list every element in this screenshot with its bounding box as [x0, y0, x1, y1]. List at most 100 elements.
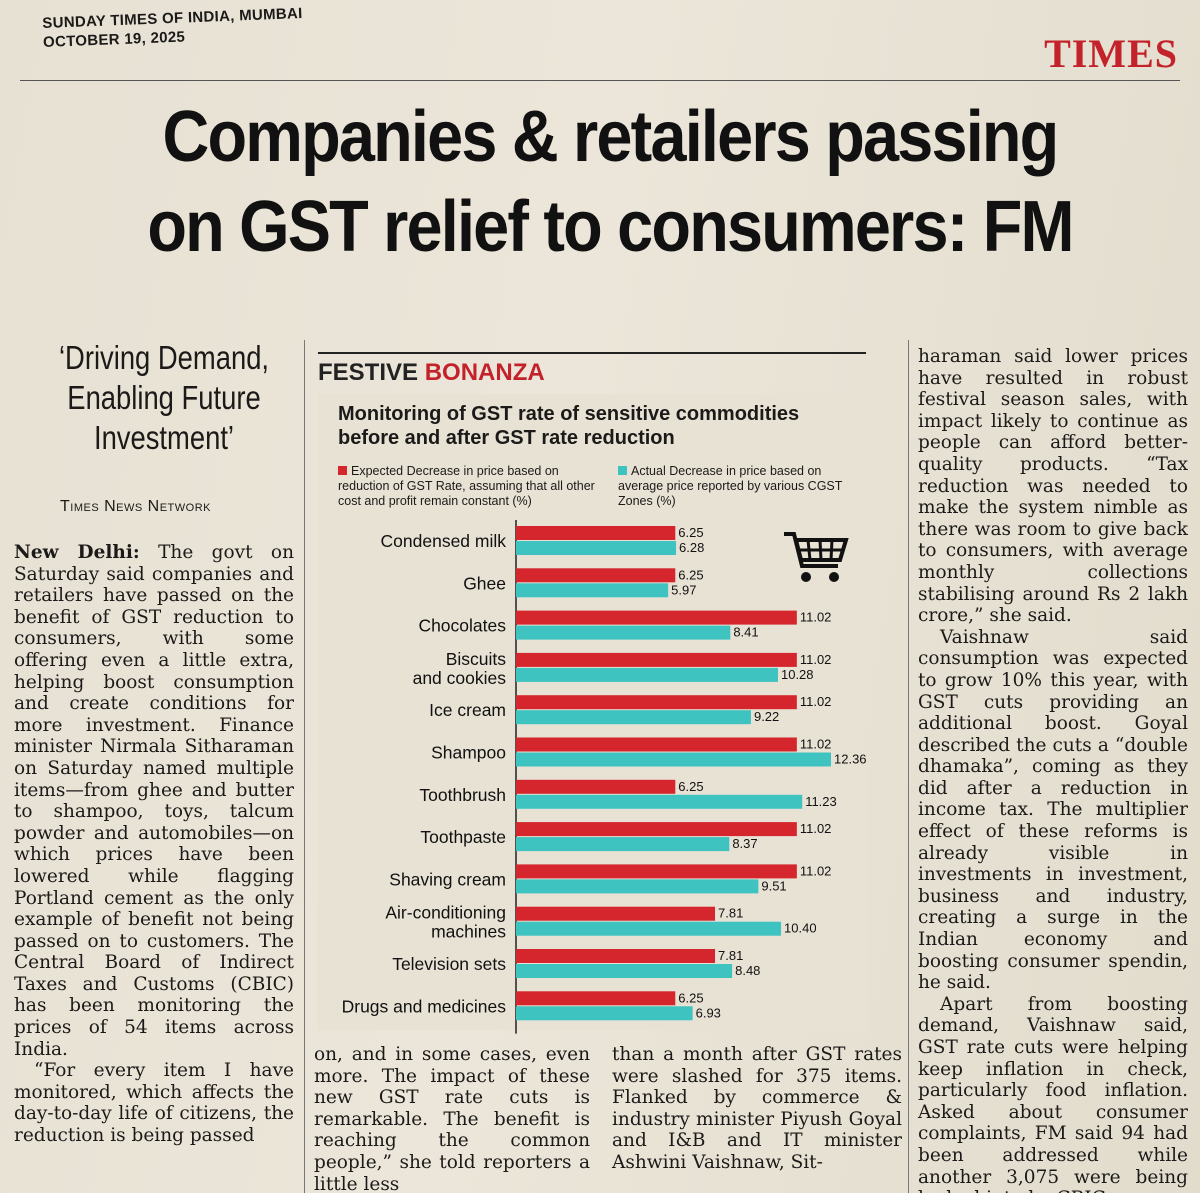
category-label: Ice cream — [429, 700, 506, 720]
actual-bar — [516, 921, 782, 936]
actual-bar — [516, 667, 778, 682]
article-column-2: on, and in some cases, even more. The im… — [314, 1044, 590, 1193]
value-label: 11.02 — [800, 694, 832, 709]
article-column-4: haraman said lower prices have resulted … — [918, 346, 1188, 1193]
actual-bar — [516, 1006, 693, 1021]
category-label: Shaving cream — [389, 869, 506, 889]
value-label: 9.51 — [761, 878, 786, 893]
value-label: 11.23 — [805, 794, 837, 809]
chart-panel: Monitoring of GST rate of sensitive comm… — [318, 394, 866, 1034]
article-column-1: New Delhi: The govt on Saturday said com… — [14, 542, 294, 1147]
expected-bar — [516, 568, 676, 583]
category-label: Air-conditioning machines — [385, 903, 506, 942]
actual-bar — [516, 583, 669, 598]
value-label: 9.22 — [754, 709, 779, 724]
kicker-line-2: Enabling Future — [67, 379, 261, 416]
headline: Companies & retailers passing on GST rel… — [40, 92, 1180, 272]
value-label: 6.25 — [678, 990, 703, 1005]
value-label: 8.48 — [735, 963, 760, 978]
actual-bar — [516, 879, 759, 894]
value-label: 11.02 — [800, 737, 832, 752]
category-label: Drugs and medicines — [342, 996, 507, 1016]
expected-bar — [516, 991, 676, 1006]
chart-title: Monitoring of GST rate of sensitive comm… — [338, 403, 800, 449]
value-label: 6.25 — [678, 567, 703, 582]
category-label: Chocolates — [418, 616, 506, 636]
value-label: 10.28 — [781, 667, 814, 682]
value-label: 11.02 — [800, 863, 832, 878]
legend-actual: Actual Decrease in price based on averag… — [618, 464, 858, 509]
kicker-quote: ‘Driving Demand, Enabling Future Investm… — [48, 338, 280, 458]
expected-bar — [516, 906, 716, 921]
category-label: Television sets — [392, 954, 506, 974]
value-label: 8.41 — [733, 625, 758, 640]
festive-label: FESTIVE — [318, 359, 419, 386]
actual-bar — [516, 964, 733, 978]
column-3-text: than a month after GST rates were slashe… — [612, 1044, 902, 1173]
category-label: Toothpaste — [420, 827, 506, 847]
expected-bar — [516, 864, 797, 879]
value-label: 11.02 — [800, 610, 832, 625]
column-2-text: on, and in some cases, even more. The im… — [314, 1044, 590, 1193]
legend-swatch-actual — [618, 466, 627, 475]
column-4-paragraph-3: Apart from boosting demand, Vaishnaw sai… — [918, 993, 1188, 1193]
festive-bonanza-label: FESTIVE BONANZA — [318, 352, 866, 396]
kicker-line-1: ‘Driving Demand, — [58, 339, 270, 376]
actual-bar — [516, 794, 803, 809]
value-label: 11.02 — [800, 821, 832, 836]
byline-text: Times News Network — [60, 498, 211, 515]
expected-bar — [516, 695, 797, 710]
category-label: Ghee — [463, 573, 506, 593]
value-label: 7.81 — [718, 906, 743, 921]
expected-bar — [516, 779, 676, 794]
value-label: 6.25 — [678, 779, 703, 794]
value-label: 12.36 — [834, 752, 866, 767]
masthead: SUNDAY TIMES OF INDIA, MUMBAI OCTOBER 19… — [42, 4, 304, 52]
category-label: Shampoo — [431, 743, 506, 763]
kicker-line-3: Investment’ — [93, 419, 235, 456]
value-label: 8.37 — [732, 836, 757, 851]
actual-bar — [516, 625, 731, 640]
expected-bar — [516, 652, 797, 667]
category-label: Biscuits and cookies — [413, 649, 507, 688]
column-4-paragraph-1: haraman said lower prices have resulted … — [918, 346, 1188, 627]
legend-expected: Expected Decrease in price based on redu… — [338, 464, 598, 509]
expected-bar — [516, 526, 676, 540]
actual-bar — [516, 752, 831, 767]
category-label: Condensed milk — [381, 531, 507, 551]
legend-text-expected: Expected Decrease in price based on redu… — [338, 464, 595, 508]
value-label: 5.97 — [671, 582, 696, 597]
headline-line-1: Companies & retailers passing — [162, 97, 1060, 177]
headline-line-2: on GST relief to consumers: FM — [147, 187, 1074, 267]
value-label: 11.02 — [800, 652, 832, 667]
article-column-3: than a month after GST rates were slashe… — [612, 1044, 902, 1174]
times-logo: TIMES — [1044, 31, 1178, 76]
legend-text-actual: Actual Decrease in price based on averag… — [618, 464, 843, 508]
category-label: Toothbrush — [419, 785, 506, 805]
actual-bar — [516, 541, 677, 555]
value-label: 6.25 — [678, 525, 703, 540]
paragraph-1: The govt on Saturday said companies and … — [14, 542, 294, 1060]
expected-bar — [516, 610, 797, 625]
expected-bar — [516, 822, 797, 837]
value-label: 10.40 — [784, 921, 817, 936]
byline: Times News Network — [60, 498, 211, 516]
expected-bar — [516, 949, 716, 963]
top-rule — [20, 80, 1180, 81]
legend-swatch-expected — [338, 466, 347, 475]
paragraph-2: “For every item I have monitored, which … — [14, 1060, 294, 1147]
actual-bar — [516, 837, 730, 852]
column-rule-1 — [304, 340, 305, 1193]
column-rule-2 — [908, 340, 909, 1193]
shopping-cart-icon — [784, 532, 849, 582]
expected-bar — [516, 737, 797, 752]
actual-bar — [516, 710, 751, 725]
value-label: 7.81 — [718, 948, 743, 963]
value-label: 6.93 — [696, 1005, 721, 1020]
dateline: New Delhi: — [14, 542, 140, 563]
value-label: 6.28 — [679, 540, 704, 555]
column-4-paragraph-2: Vaishnaw said consumption was expected t… — [918, 626, 1188, 994]
bonanza-label: BONANZA — [424, 359, 545, 386]
